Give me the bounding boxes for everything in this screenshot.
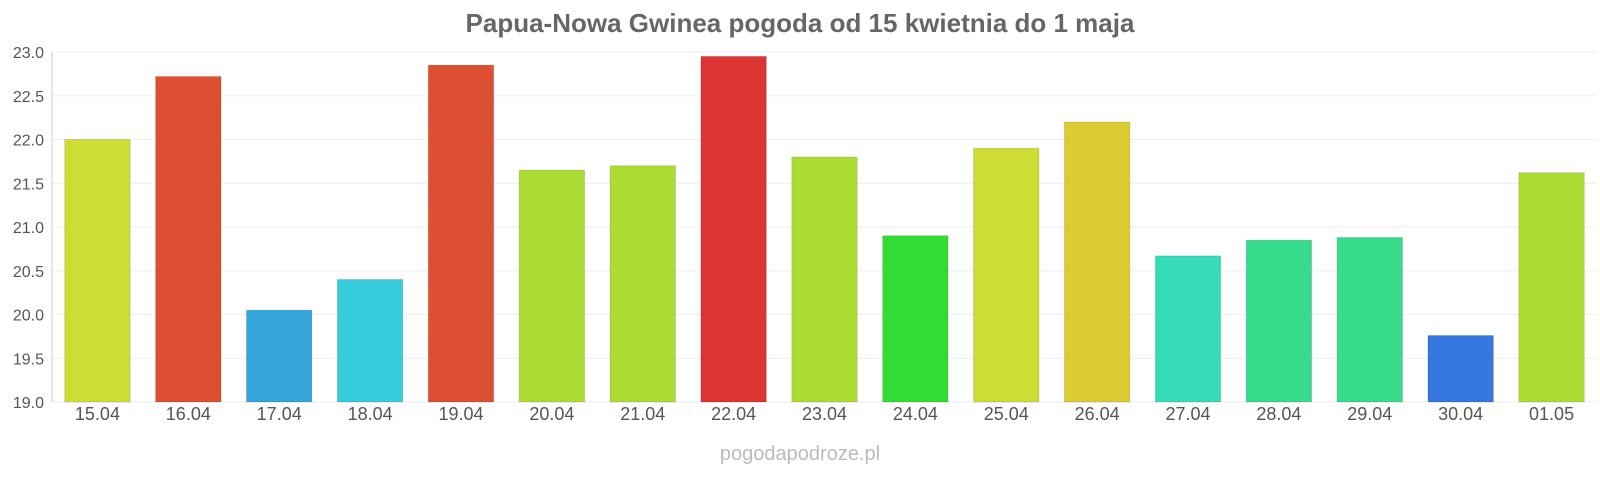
bar-22.04	[700, 55, 767, 403]
bar-16.04	[155, 76, 222, 403]
y-tick-label: 21.5	[13, 176, 44, 193]
chart-title: Papua-Nowa Gwinea pogoda od 15 kwietnia …	[466, 8, 1135, 38]
y-tick-label: 21.0	[13, 220, 44, 237]
x-tick-label: 19.04	[438, 404, 483, 424]
bars	[64, 55, 1585, 403]
y-tick-label: 20.5	[13, 264, 44, 281]
y-tick-label: 19.5	[13, 351, 44, 368]
x-tick-label: 27.04	[1166, 404, 1211, 424]
x-tick-label: 20.04	[529, 404, 574, 424]
x-tick-label: 17.04	[257, 404, 302, 424]
bar-25.04	[973, 147, 1040, 403]
y-tick-label: 20.0	[13, 308, 44, 325]
x-tick-label: 23.04	[802, 404, 847, 424]
x-tick-label: 25.04	[984, 404, 1029, 424]
x-tick-label: 01.05	[1529, 404, 1574, 424]
bar-23.04	[791, 156, 858, 403]
x-tick-label: 24.04	[893, 404, 938, 424]
x-tick-label: 18.04	[348, 404, 393, 424]
x-tick-label: 22.04	[711, 404, 756, 424]
bar-24.04	[882, 235, 949, 403]
x-tick-label: 29.04	[1347, 404, 1392, 424]
bar-29.04	[1336, 237, 1404, 403]
bar-17.04	[245, 309, 313, 403]
bar-18.04	[336, 279, 404, 403]
x-tick-label: 16.04	[166, 404, 211, 424]
x-tick-label: 26.04	[1075, 404, 1120, 424]
bar-01.05	[1518, 172, 1585, 403]
x-tick-label: 21.04	[620, 404, 665, 424]
x-tick-label: 28.04	[1256, 404, 1301, 424]
y-axis-ticks: 19.0 19.5 20.0 20.5 21.0 21.5 22.0 22.5 23.0	[13, 45, 44, 412]
y-tick-label: 22.5	[13, 89, 44, 106]
bar-30.04	[1427, 335, 1494, 403]
x-tick-label: 15.04	[75, 404, 120, 424]
bar-28.04	[1245, 239, 1313, 403]
bar-21.04	[609, 165, 676, 403]
y-tick-label: 23.0	[13, 45, 44, 62]
bar-20.04	[518, 169, 586, 403]
bar-19.04	[427, 64, 495, 403]
watermark: pogodapodroze.pl	[720, 443, 880, 465]
y-tick-label: 22.0	[13, 133, 44, 150]
bar-26.04	[1063, 121, 1131, 403]
bar-15.04	[64, 139, 131, 403]
x-tick-label: 30.04	[1438, 404, 1483, 424]
x-axis-ticks: 15.04 16.04 17.04 18.04 19.04 20.04 21.04 22.04…	[75, 404, 1574, 424]
bar-27.04	[1154, 255, 1222, 403]
y-tick-label: 19.0	[13, 395, 44, 412]
